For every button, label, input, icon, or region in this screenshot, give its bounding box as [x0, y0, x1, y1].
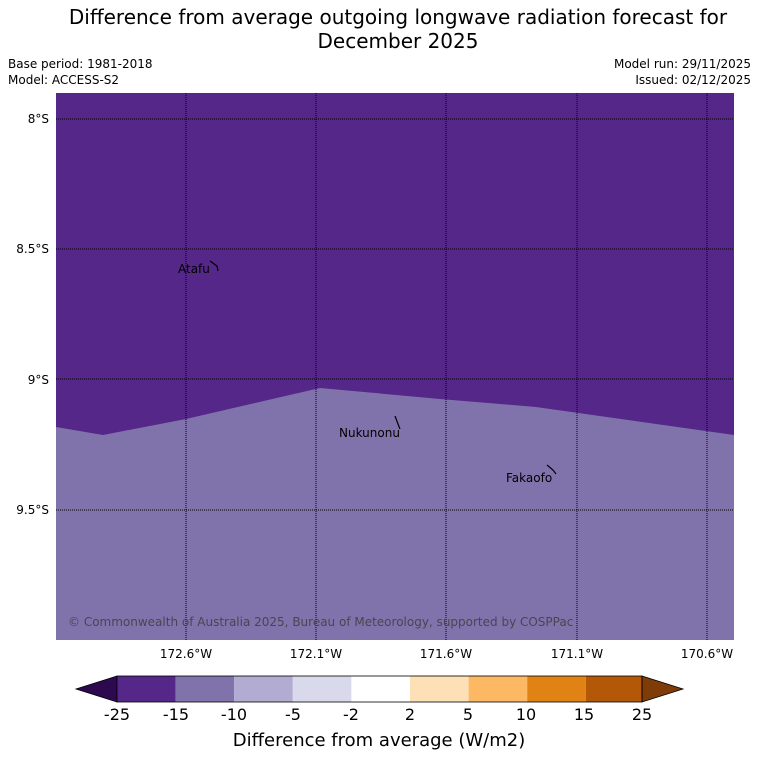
lon-label-172-1: 172.1°W — [290, 647, 342, 661]
colorbar-bin-7 — [468, 676, 528, 702]
title-line-2: December 2025 — [317, 29, 479, 53]
issued-date: Issued: 02/12/2025 — [635, 73, 751, 87]
colorbar-bin-5 — [351, 676, 410, 702]
cb-tick-8: 10 — [515, 705, 537, 724]
cb-tick-2: -15 — [162, 705, 190, 724]
lon-label-171-1: 171.1°W — [551, 647, 603, 661]
cb-tick-6: 2 — [404, 705, 416, 724]
cb-tick-9: 15 — [573, 705, 595, 724]
meta-right: Model run: 29/11/2025 Issued: 02/12/2025 — [614, 56, 751, 88]
lat-label-8: 8°S — [28, 112, 49, 126]
colorbar-bin-6 — [410, 676, 469, 702]
lon-label-172-6: 172.6°W — [160, 647, 212, 661]
place-atafu: Atafu — [178, 262, 210, 276]
lat-label-9-5: 9.5°S — [16, 503, 49, 517]
grid — [56, 93, 734, 640]
colorbar — [74, 675, 685, 703]
colorbar-frame — [116, 675, 643, 703]
nukunonu-outline — [394, 415, 401, 430]
lon-label-171-6: 171.6°W — [420, 647, 472, 661]
colorbar-bin-9 — [585, 676, 642, 702]
cb-tick-3: -10 — [220, 705, 248, 724]
cb-tick-10: 25 — [631, 705, 653, 724]
lat-label-9: 9°S — [28, 373, 49, 387]
meta-left: Base period: 1981-2018 Model: ACCESS-S2 — [8, 56, 153, 88]
atafu-outline — [209, 260, 219, 272]
map-title: Difference from average outgoing longwav… — [0, 5, 758, 53]
fakaofo-outline — [546, 464, 557, 475]
cb-tick-7: 5 — [462, 705, 474, 724]
cb-tick-5: -2 — [343, 705, 359, 724]
cb-tick-1: -25 — [103, 705, 131, 724]
colorbar-bin-8 — [527, 676, 586, 702]
model-run: Model run: 29/11/2025 — [613, 57, 751, 71]
south-region — [56, 388, 734, 640]
colorbar-over-arrow — [641, 675, 685, 703]
colorbar-bin-2 — [175, 676, 235, 702]
colorbar-title: Difference from average (W/m2) — [232, 730, 526, 751]
colorbar-bin-3 — [234, 676, 293, 702]
colorbar-bin-1 — [117, 676, 176, 702]
base-period: Base period: 1981-2018 — [8, 57, 153, 71]
place-fakaofo: Fakaofo — [506, 471, 552, 485]
lon-label-170-6: 170.6°W — [681, 647, 733, 661]
lat-label-8-5: 8.5°S — [16, 242, 49, 256]
islands — [209, 260, 557, 475]
colorbar-bin-4 — [292, 676, 352, 702]
copyright-notice: © Commonwealth of Australia 2025, Bureau… — [68, 615, 573, 629]
cb-tick-4: -5 — [285, 705, 301, 724]
place-nukunonu: Nukunonu — [339, 426, 400, 440]
colorbar-under-arrow — [74, 675, 118, 703]
title-line-1: Difference from average outgoing longwav… — [68, 5, 728, 29]
model-name: Model: ACCESS-S2 — [8, 73, 120, 87]
